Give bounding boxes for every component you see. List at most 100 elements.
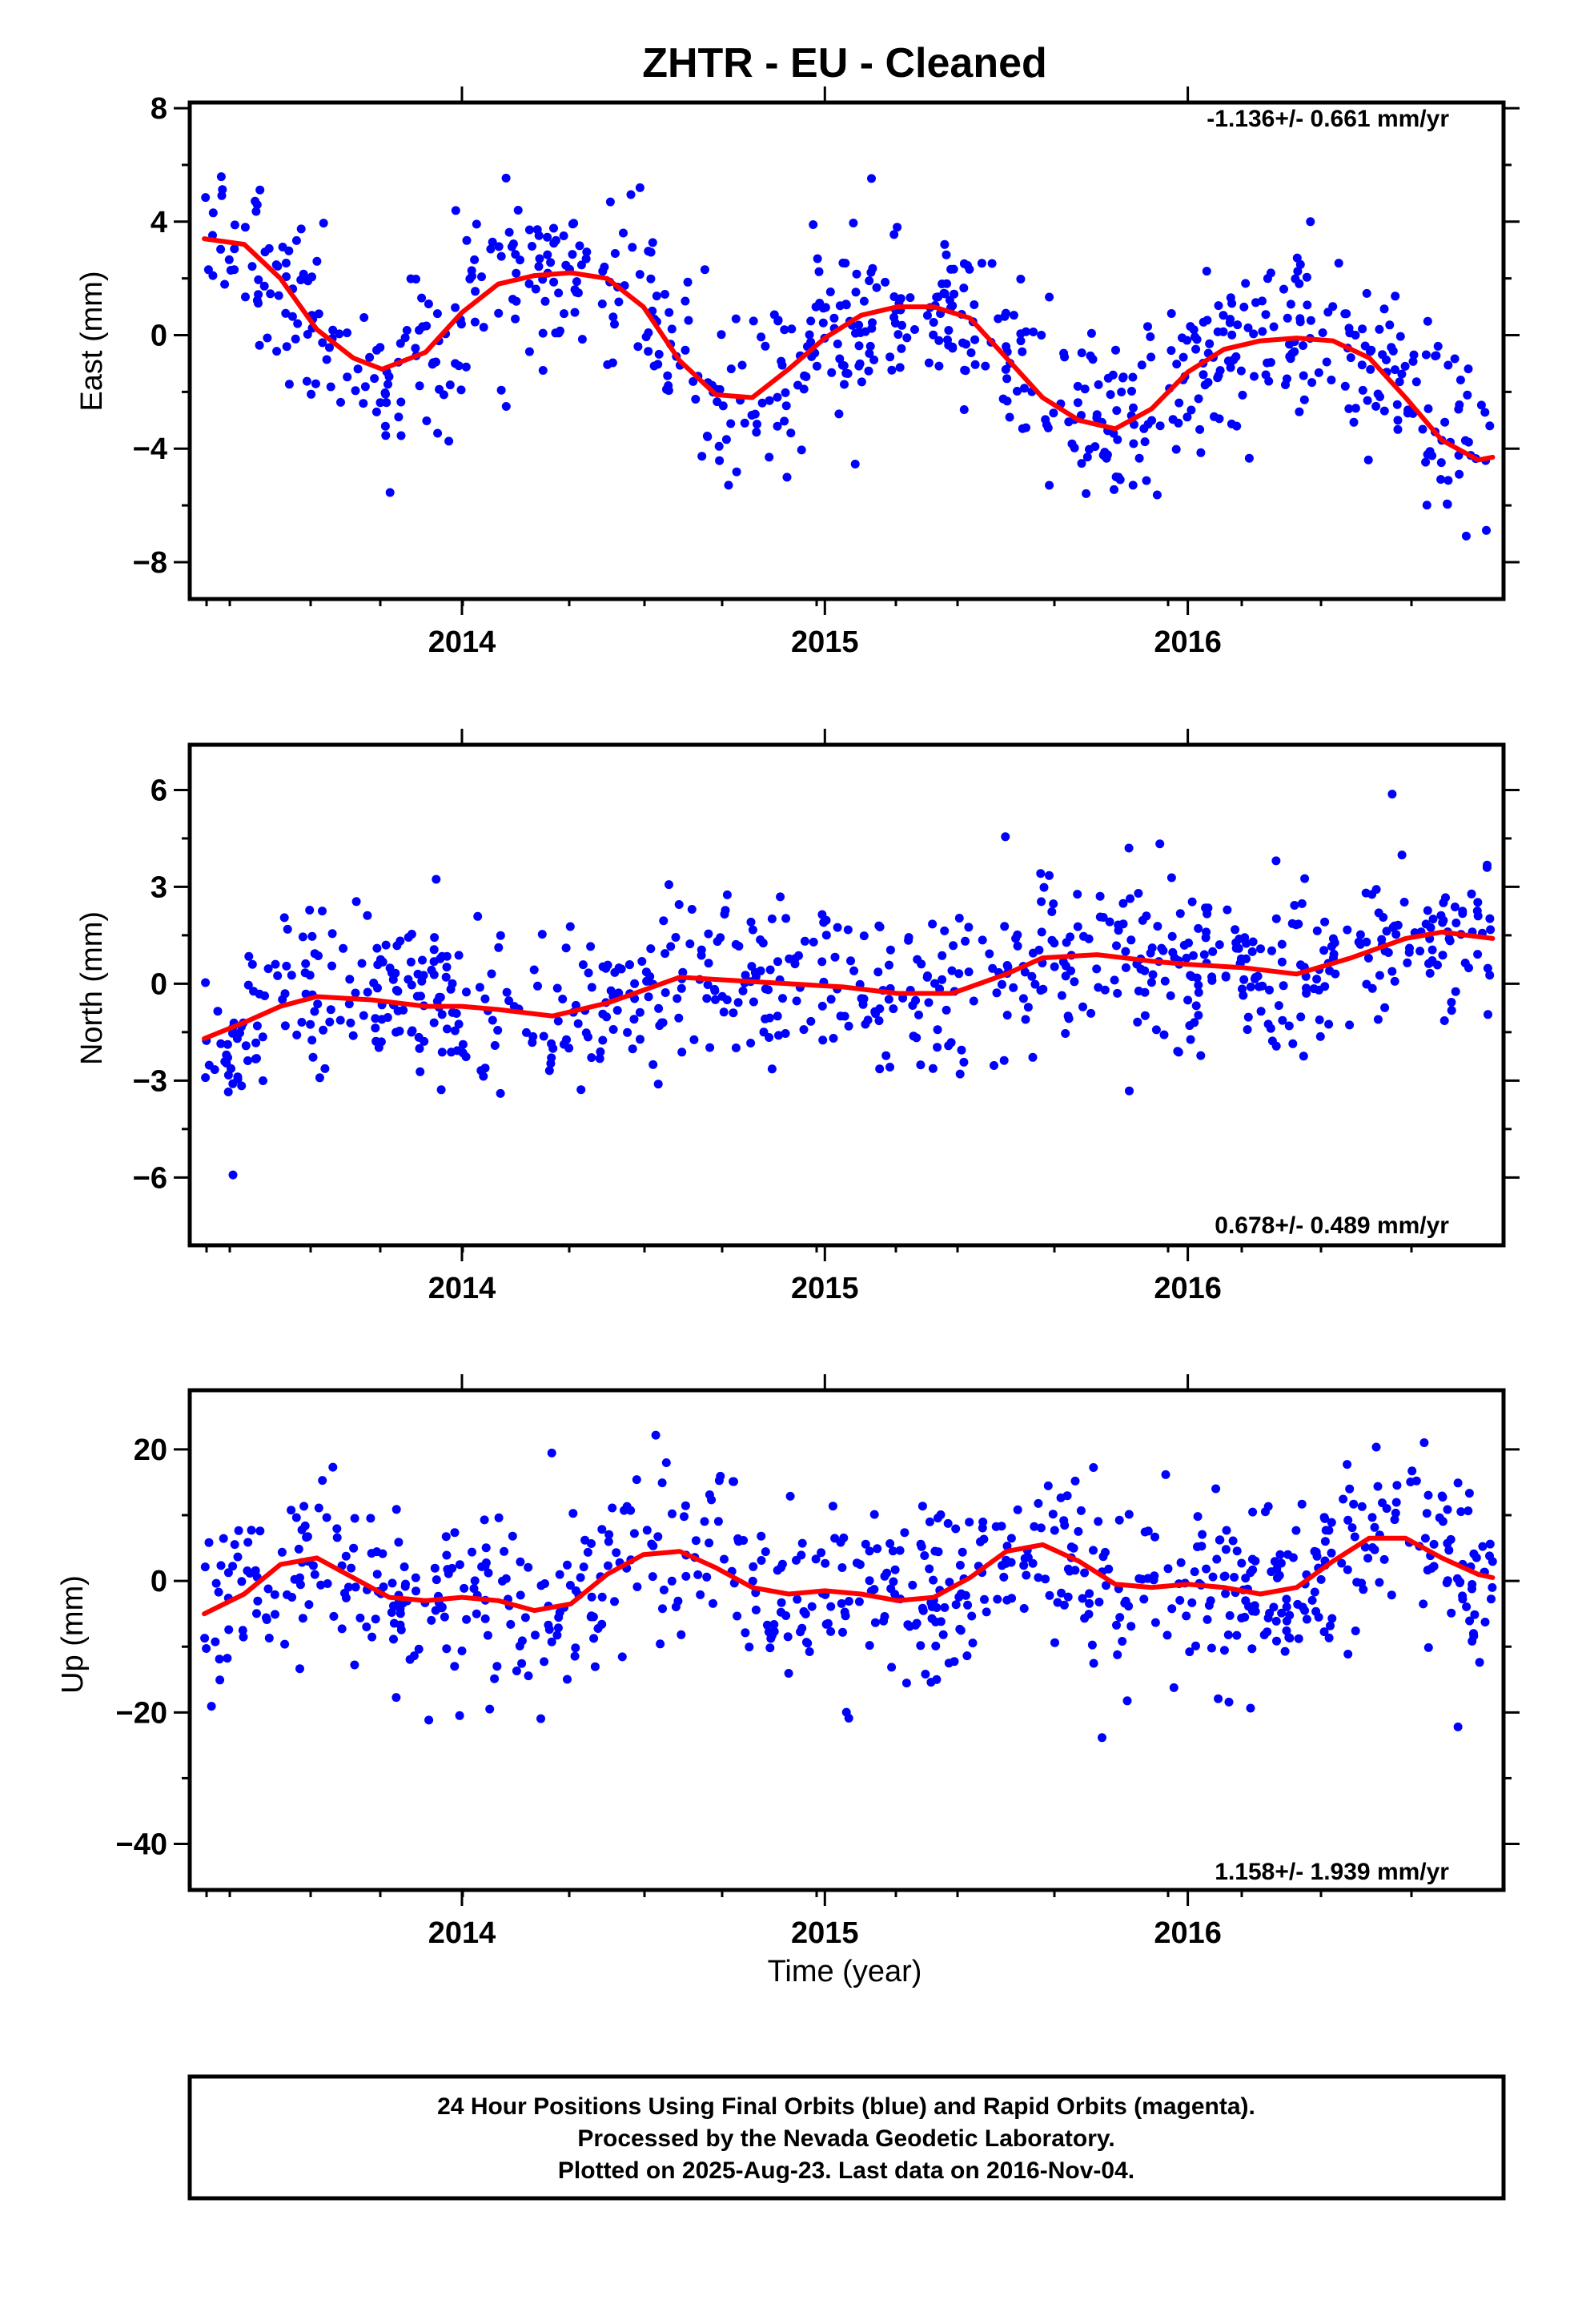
east-data-point: [1454, 404, 1464, 414]
east-data-point: [465, 274, 475, 283]
up-data-point: [1285, 1634, 1295, 1642]
up-data-point: [1228, 1536, 1238, 1546]
up-data-point: [921, 1670, 930, 1679]
up-data-point: [1211, 1484, 1221, 1494]
up-data-point: [202, 1644, 211, 1653]
east-data-point: [1299, 395, 1309, 404]
up-data-point: [733, 1611, 742, 1621]
up-data-point: [490, 1674, 500, 1683]
east-data-point: [857, 377, 866, 387]
up-data-point: [1066, 1542, 1076, 1552]
east-data-point: [652, 292, 661, 301]
east-data-point: [543, 250, 552, 259]
north-data-point: [774, 1031, 783, 1040]
east-data-point: [1223, 356, 1233, 366]
up-data-point: [234, 1526, 243, 1535]
north-data-point: [924, 998, 934, 1007]
north-data-point: [1425, 968, 1435, 978]
east-data-point: [461, 362, 471, 372]
north-data-point: [1300, 874, 1310, 883]
north-data-point: [685, 939, 695, 949]
north-data-point: [1231, 938, 1241, 947]
east-data-point: [713, 397, 722, 407]
east-data-point: [319, 219, 328, 228]
up-data-point: [587, 1592, 596, 1602]
up-data-point: [355, 1613, 365, 1622]
east-data-point: [538, 328, 548, 338]
up-data-point: [1480, 1618, 1490, 1626]
east-data-point: [549, 239, 559, 248]
up-data-point: [648, 1572, 657, 1582]
up-data-point: [632, 1582, 642, 1591]
east-data-point: [667, 324, 677, 334]
up-data-point: [597, 1619, 607, 1629]
up-data-point: [1248, 1507, 1258, 1517]
east-data-point: [944, 326, 954, 335]
east-data-point: [841, 368, 851, 378]
north-data-point: [898, 993, 908, 1003]
north-data-point: [1452, 919, 1461, 927]
north-data-point: [1324, 1019, 1334, 1029]
north-data-point: [1113, 988, 1122, 998]
east-data-point: [325, 343, 334, 352]
up-data-point: [214, 1587, 223, 1597]
east-data-point: [1357, 360, 1367, 370]
north-data-point: [781, 1029, 790, 1038]
north-data-point: [241, 1041, 251, 1051]
up-data-point: [238, 1626, 247, 1635]
east-data-point: [1344, 404, 1354, 413]
north-data-point: [430, 933, 440, 943]
up-data-point: [1193, 1512, 1203, 1522]
up-data-point: [1282, 1602, 1291, 1612]
north-data-point: [559, 1039, 568, 1049]
up-plot-frame: [187, 1388, 1506, 1892]
up-data-point: [622, 1502, 632, 1511]
east-data-point: [780, 416, 789, 426]
up-data-point: [861, 1539, 870, 1549]
east-data-point: [1299, 371, 1308, 380]
up-data-point: [1464, 1506, 1473, 1516]
east-data-point: [1005, 412, 1014, 422]
east-data-point: [787, 324, 797, 334]
east-data-point: [1421, 350, 1431, 360]
east-data-point: [247, 262, 257, 271]
up-data-point: [1487, 1594, 1496, 1604]
up-data-point: [1275, 1570, 1284, 1580]
east-data-point: [885, 352, 895, 362]
north-data-point: [608, 1025, 618, 1034]
east-y-tick-label: 0: [151, 320, 167, 353]
north-data-point: [733, 998, 743, 1007]
up-data-point: [777, 1598, 786, 1607]
up-data-point: [963, 1600, 973, 1610]
up-data-point: [811, 1554, 821, 1564]
north-data-point: [371, 1014, 380, 1023]
up-data-point: [1126, 1622, 1136, 1631]
east-data-point: [1443, 360, 1453, 370]
east-data-point: [721, 435, 731, 444]
north-data-point: [1125, 1086, 1134, 1096]
east-data-point: [866, 267, 876, 277]
up-data-point: [1382, 1504, 1391, 1514]
east-data-point: [850, 460, 860, 468]
up-data-point: [1230, 1573, 1239, 1582]
up-data-point: [318, 1476, 327, 1486]
north-data-point: [305, 971, 315, 980]
north-data-point: [1037, 897, 1046, 907]
north-data-point: [1277, 957, 1287, 967]
up-data-point: [389, 1634, 398, 1644]
up-data-point: [667, 1576, 677, 1586]
north-data-point: [1424, 959, 1433, 968]
east-data-point: [864, 366, 873, 376]
up-data-point: [1169, 1683, 1178, 1692]
north-data-point: [1011, 934, 1021, 943]
north-data-point: [722, 890, 732, 899]
up-data-point: [739, 1536, 749, 1545]
up-data-point: [1089, 1546, 1098, 1555]
up-data-point: [295, 1580, 305, 1590]
north-data-point: [587, 983, 596, 992]
north-data-point: [1315, 1015, 1324, 1024]
east-plot-frame: [187, 100, 1506, 601]
north-data-point: [1393, 920, 1403, 930]
east-data-point: [1408, 356, 1418, 366]
east-data-point: [479, 323, 488, 332]
